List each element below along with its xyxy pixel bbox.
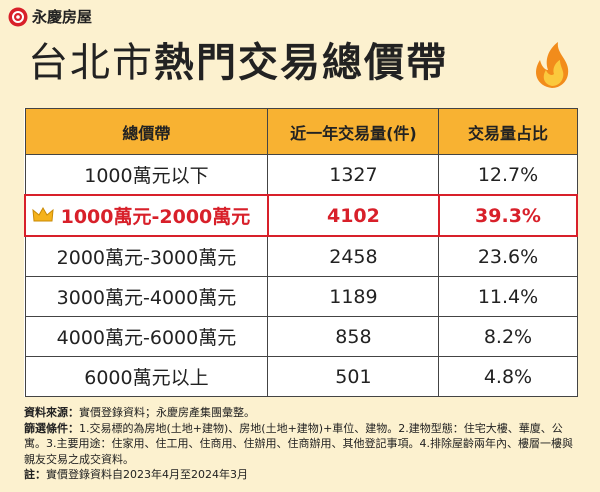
note: 資料來源：實價登錄資料；永慶房產集團彙整。: [24, 405, 580, 421]
table-cell: 12.7%: [438, 154, 578, 196]
cell-text: 1189: [329, 285, 378, 308]
table-row: 4000萬元-6000萬元 858 8.2%: [24, 316, 578, 357]
table-cell: 2458: [267, 235, 440, 277]
logo: 永慶房屋: [8, 6, 92, 27]
cell-text: 4102: [326, 204, 380, 227]
cell-text: 12.7%: [477, 163, 539, 186]
table-cell: 501: [267, 356, 440, 397]
title-part: 熱門交易總價帶: [154, 40, 448, 86]
cell-text: 858: [335, 325, 372, 348]
flame-icon: [536, 42, 569, 88]
note-label: 註：: [24, 468, 46, 481]
table-cell: 4102: [266, 194, 440, 237]
cell-text: 39.3%: [475, 204, 541, 227]
table-cell: 6000萬元以上: [24, 356, 269, 397]
note-text: 1.交易標的為房地(土地+建物)、房地(土地+建物)+車位、建物。2.建物型態：…: [24, 421, 573, 466]
table-cell: 4000萬元-6000萬元: [24, 316, 269, 357]
logo-text: 永慶房屋: [32, 8, 93, 26]
table-cell: 1189: [267, 276, 440, 317]
cell-text: 501: [335, 365, 372, 388]
table-cell: 8.2%: [438, 316, 578, 357]
cell-text: 8.2%: [483, 325, 533, 348]
table-cell: 4.8%: [438, 356, 578, 397]
table-cell: 3000萬元-4000萬元: [24, 276, 269, 317]
title-part: 台北市: [28, 40, 154, 86]
table-cell: 23.6%: [438, 235, 578, 277]
table-cell: 39.3%: [437, 194, 579, 237]
table-cell: 858: [267, 316, 440, 357]
table: 總價帶 近一年交易量(件) 交易量占比 1000萬元以下 1327 12.7% 100…: [24, 108, 579, 397]
column-header: 交易量占比: [438, 108, 578, 155]
table-cell: 2000萬元-3000萬元: [24, 235, 269, 277]
cell-text: 1000萬元-2000萬元: [60, 206, 251, 228]
cell-text: 4000萬元-6000萬元: [56, 327, 237, 349]
column-header: 近一年交易量(件): [267, 108, 440, 155]
table-cell: 1000萬元-2000萬元: [24, 194, 269, 237]
cell-text: 3000萬元-4000萬元: [56, 287, 237, 309]
cell-text: 2000萬元-3000萬元: [56, 247, 237, 269]
logo-icon: [8, 7, 28, 26]
cell-text: 6000萬元以上: [84, 367, 209, 389]
header-row: 總價帶 近一年交易量(件) 交易量占比: [24, 108, 578, 155]
title: 台北市熱門交易總價帶: [28, 38, 448, 88]
table-cell: 1000萬元以下: [24, 154, 269, 196]
cell-text: 1327: [329, 163, 378, 186]
table-row: 2000萬元-3000萬元 2458 23.6%: [24, 235, 578, 277]
table-row: 6000萬元以上 501 4.8%: [24, 356, 578, 397]
cell-text: 23.6%: [477, 245, 539, 268]
table-cell: 1327: [267, 154, 440, 196]
table-row: 3000萬元-4000萬元 1189 11.4%: [24, 276, 578, 317]
cell-text: 1000萬元以下: [84, 165, 209, 187]
table-row: 1000萬元以下 1327 12.7%: [24, 154, 578, 196]
note-text: 實價登錄資料自2023年4月至2024年3月: [46, 468, 248, 481]
note-label: 資料來源：: [24, 406, 79, 419]
note: 篩選條件：1.交易標的為房地(土地+建物)、房地(土地+建物)+車位、建物。2.…: [24, 421, 580, 468]
note-text: 實價登錄資料；永慶房產集團彙整。: [79, 406, 255, 419]
table-row: 1000萬元-2000萬元 4102 39.3%: [24, 194, 579, 237]
cell-text: 11.4%: [477, 285, 539, 308]
cell-text: 2458: [329, 245, 378, 268]
note: 註：實價登錄資料自2023年4月至2024年3月: [24, 467, 580, 483]
cell-text: 4.8%: [483, 365, 533, 388]
crown-icon: [32, 207, 54, 222]
note-label: 篩選條件：: [24, 421, 79, 435]
column-header: 總價帶: [24, 108, 269, 155]
table-cell: 11.4%: [438, 276, 578, 317]
notes: 資料來源：實價登錄資料；永慶房產集團彙整。 篩選條件：1.交易標的為房地(土地+建…: [24, 405, 580, 483]
